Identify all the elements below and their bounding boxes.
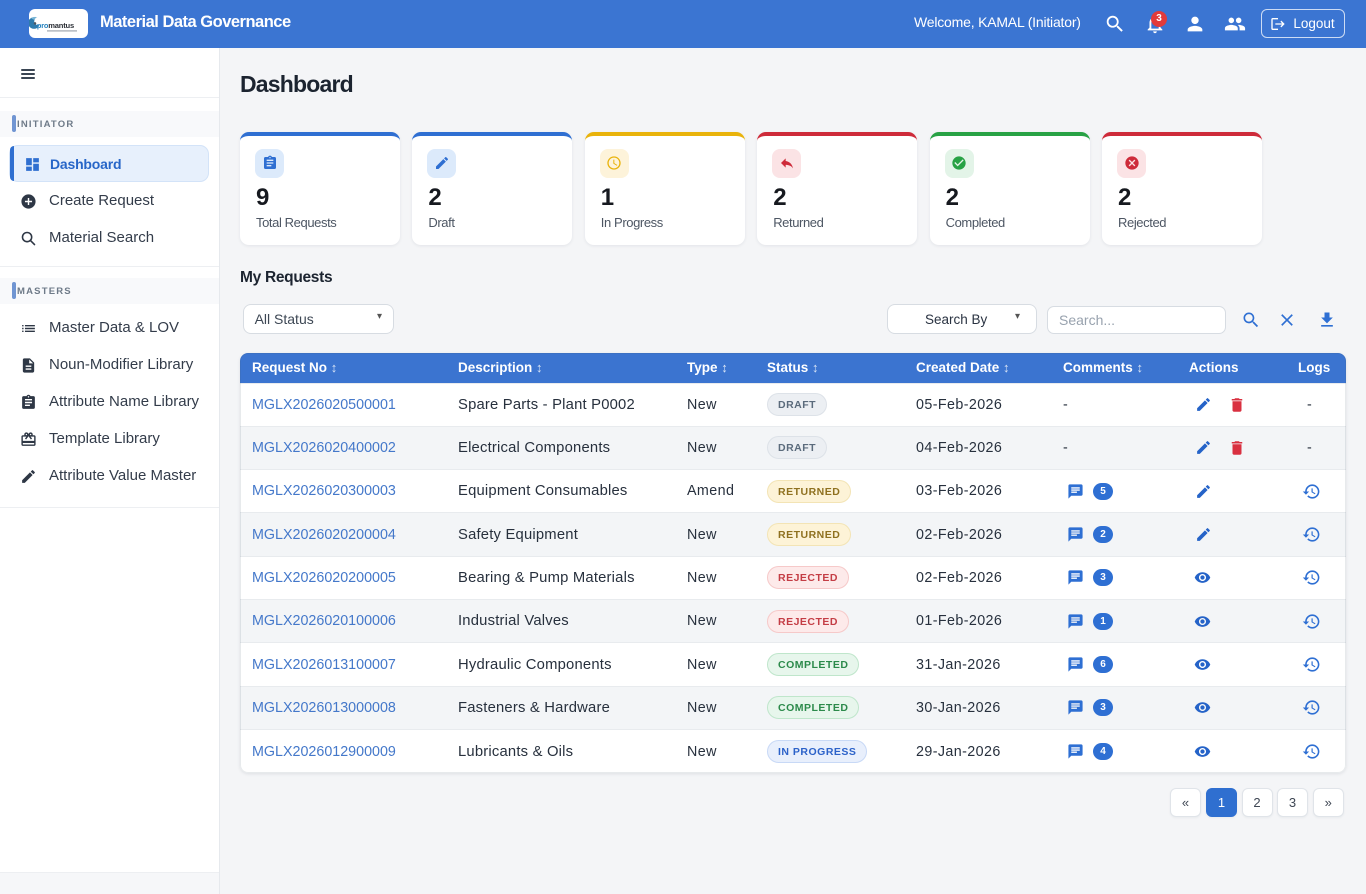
- svg-text:mantus: mantus: [48, 21, 74, 30]
- svg-text:pro: pro: [37, 21, 49, 30]
